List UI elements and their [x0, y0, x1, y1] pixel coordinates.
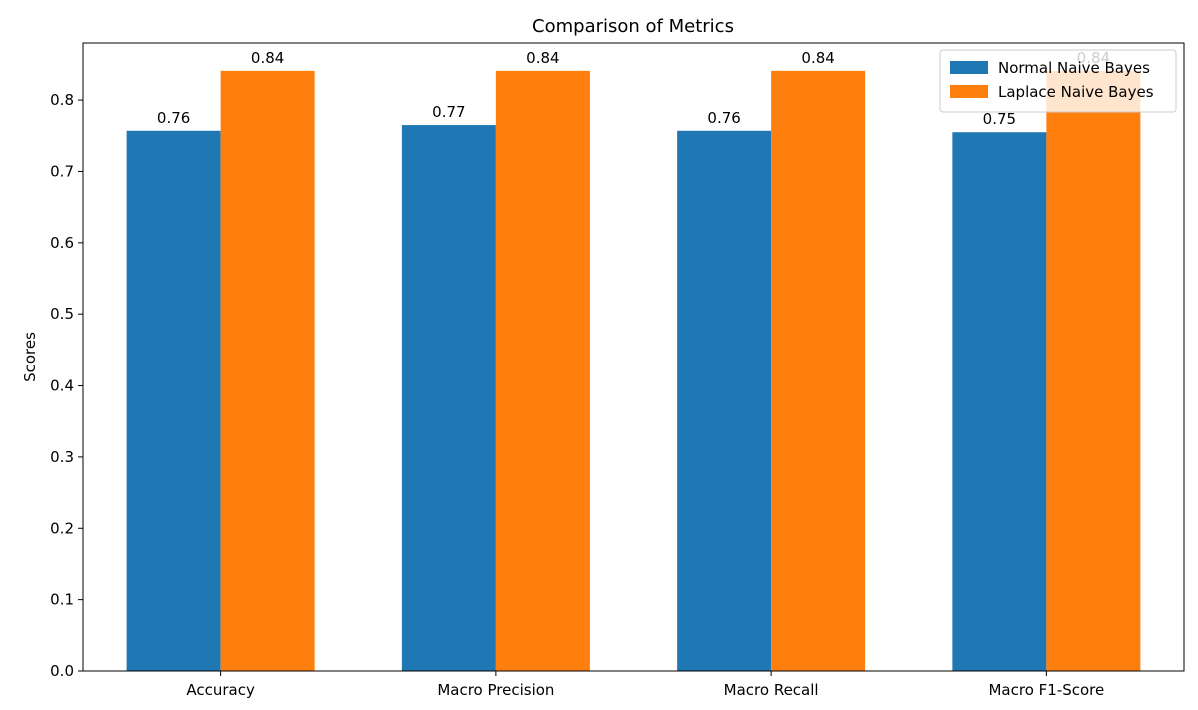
- bar-value-label: 0.84: [526, 49, 559, 67]
- x-tick-label: Accuracy: [186, 681, 255, 699]
- y-tick-label: 0.1: [50, 591, 74, 609]
- legend-swatch-normal: [950, 61, 988, 74]
- bar-normal-1: [401, 125, 496, 672]
- bar-laplace-1: [495, 70, 590, 672]
- x-tick-label: Macro Recall: [724, 681, 819, 699]
- axes-layer: Accuracy Macro Precision Macro Recall Macro…: [50, 42, 1185, 699]
- bar-laplace-0: [220, 70, 315, 672]
- chart-title: Comparison of Metrics: [532, 16, 734, 37]
- bar-normal-0: [126, 130, 221, 671]
- legend-label: Normal Naive Bayes: [998, 59, 1150, 77]
- y-tick-label: 0.6: [50, 234, 74, 252]
- legend-swatch-laplace: [950, 85, 988, 98]
- y-axis-title: Scores: [21, 332, 39, 382]
- y-tick-label: 0.7: [50, 162, 74, 180]
- bars-layer: [126, 70, 1141, 672]
- legend: Normal Naive Bayes Laplace Naive Bayes: [939, 49, 1177, 113]
- bar-laplace-2: [771, 70, 866, 672]
- y-tick-label: 0.5: [50, 305, 74, 323]
- plot-frame: [82, 42, 1185, 672]
- x-tick-label: Macro F1-Score: [988, 681, 1104, 699]
- bar-normal-3: [952, 132, 1047, 672]
- bar-value-label: 0.75: [983, 110, 1016, 128]
- bar-value-label: 0.76: [157, 109, 190, 127]
- x-tick-label: Macro Precision: [437, 681, 554, 699]
- legend-label: Laplace Naive Bayes: [998, 83, 1154, 101]
- y-tick-label: 0.4: [50, 377, 74, 395]
- legend-box: [939, 49, 1177, 113]
- y-tick-label: 0.3: [50, 448, 74, 466]
- bar-value-label: 0.84: [801, 49, 834, 67]
- bar-value-label: 0.84: [251, 49, 284, 67]
- y-tick-label: 0.0: [50, 662, 74, 680]
- bar-normal-2: [677, 130, 772, 671]
- bar-value-label: 0.77: [432, 103, 465, 121]
- bar-laplace-3: [1046, 70, 1141, 672]
- bar-value-label: 0.76: [707, 109, 740, 127]
- y-tick-label: 0.8: [50, 91, 74, 109]
- y-tick-label: 0.2: [50, 519, 74, 537]
